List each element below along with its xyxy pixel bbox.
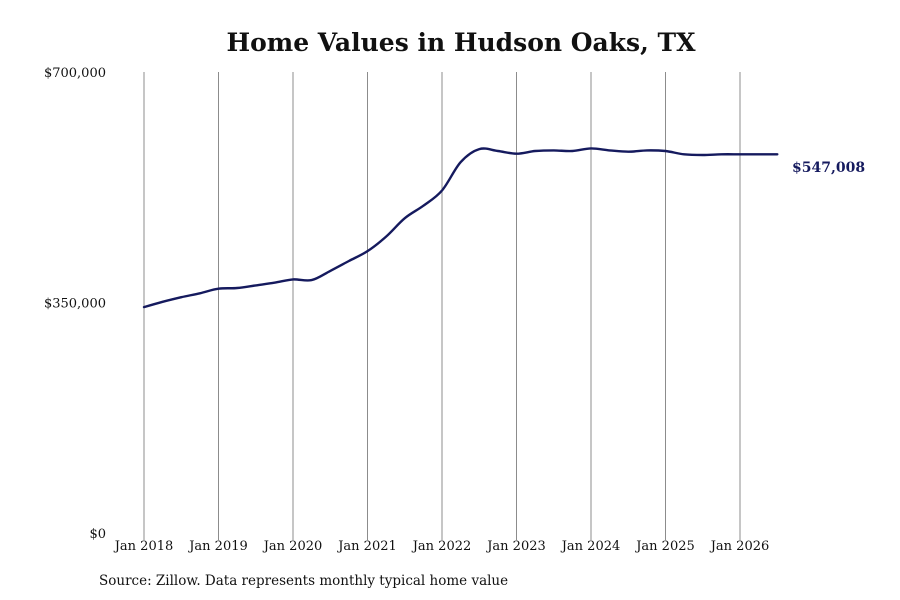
- home-value-line: [142, 147, 779, 309]
- chart-title: Home Values in Hudson Oaks, TX: [226, 28, 696, 57]
- x-tick-label: Jan 2025: [634, 539, 695, 554]
- x-tick-label: Jan 2023: [485, 539, 546, 554]
- x-tick-label: Jan 2024: [560, 539, 621, 554]
- x-tick-label: Jan 2019: [187, 539, 248, 554]
- x-tick-label: Jan 2022: [411, 539, 472, 554]
- latest-value-label: $547,008: [792, 160, 865, 176]
- x-tick-label: Jan 2021: [336, 539, 397, 554]
- source-note: Source: Zillow. Data represents monthly …: [99, 573, 509, 589]
- x-axis-ticks: Jan 2018 Jan 2019 Jan 2020 Jan 2021 Jan 2022…: [113, 539, 770, 554]
- y-tick-label: $0: [89, 527, 106, 542]
- x-tick-label: Jan 2026: [709, 539, 770, 554]
- x-tick-label: Jan 2020: [262, 539, 323, 554]
- y-axis-ticks: $0 $350,000 $700,000: [44, 66, 106, 542]
- y-tick-label: $700,000: [44, 66, 106, 81]
- y-tick-label: $350,000: [44, 297, 106, 312]
- gridlines: [143, 72, 741, 540]
- x-tick-label: Jan 2018: [113, 539, 174, 554]
